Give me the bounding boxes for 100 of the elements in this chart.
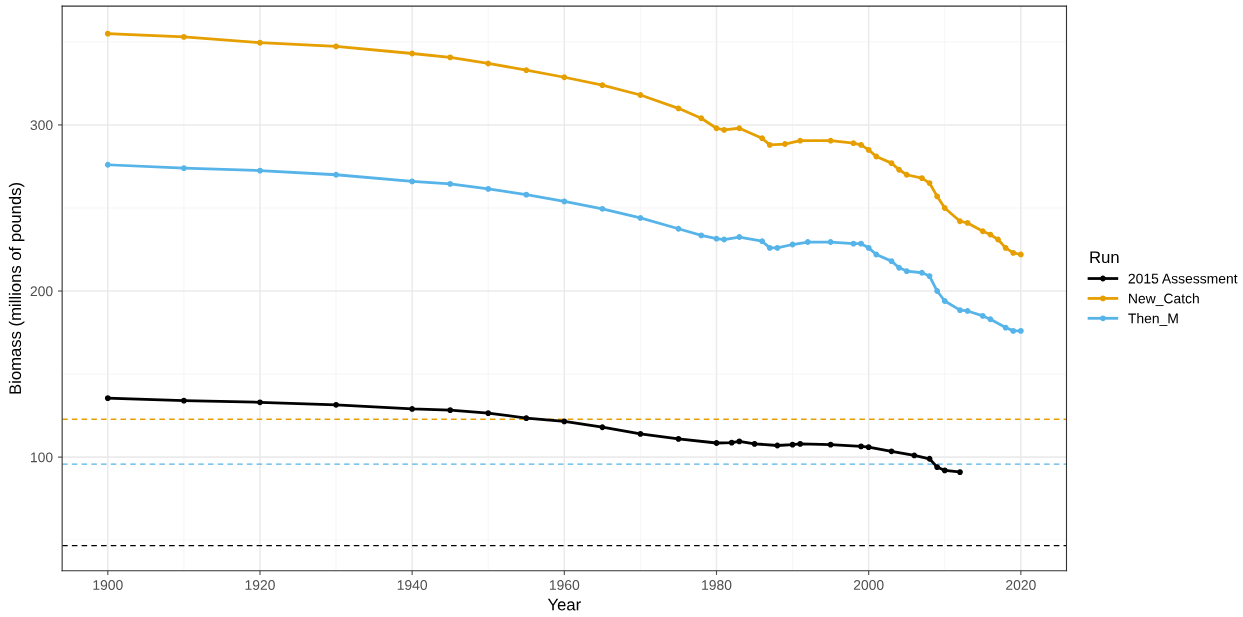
point	[257, 167, 263, 174]
point	[721, 236, 728, 243]
point	[797, 440, 804, 447]
x-tick-label: 2000	[853, 580, 884, 590]
legend-label: 2015 Assessment	[1128, 273, 1238, 284]
point	[1010, 249, 1017, 256]
point	[964, 220, 971, 226]
point	[896, 264, 903, 271]
point	[774, 442, 781, 449]
x-tick-label: 2020	[1006, 580, 1036, 590]
point	[919, 175, 925, 181]
point	[979, 228, 986, 235]
x-tick-label: 1920	[245, 580, 275, 590]
point	[447, 54, 454, 61]
x-tick-label: 1900	[93, 580, 123, 590]
point	[797, 137, 804, 144]
point	[903, 268, 910, 275]
point	[104, 395, 111, 402]
legend-title: Run	[1090, 251, 1119, 264]
point	[911, 452, 918, 459]
point	[934, 464, 941, 470]
y-tick-label: 200	[30, 286, 53, 297]
point	[941, 205, 948, 211]
point	[104, 30, 111, 37]
legend-label: Then_M	[1128, 313, 1178, 326]
y-tick-label: 100	[31, 452, 53, 463]
point	[919, 269, 925, 276]
point	[599, 424, 606, 431]
point	[736, 234, 743, 240]
point	[561, 198, 568, 205]
point	[736, 438, 743, 445]
point	[759, 238, 766, 245]
point	[523, 67, 530, 74]
point	[257, 39, 263, 46]
point	[934, 193, 941, 200]
point	[447, 407, 454, 414]
point	[599, 205, 606, 212]
point	[804, 239, 811, 245]
point	[698, 115, 705, 122]
point	[759, 135, 766, 142]
legend-label: New_Catch	[1129, 293, 1199, 307]
point	[713, 235, 720, 242]
point	[599, 82, 606, 88]
x-tick-label: 1960	[549, 580, 580, 590]
point	[865, 146, 872, 153]
point	[995, 236, 1001, 243]
point	[865, 244, 872, 251]
point	[926, 273, 933, 279]
y-axis-title: Biomass (millions of pounds)	[8, 182, 25, 394]
point	[698, 232, 705, 239]
point	[903, 171, 910, 178]
point	[523, 415, 530, 422]
point	[979, 313, 986, 319]
point	[858, 443, 864, 450]
point	[637, 430, 644, 437]
point	[934, 288, 941, 294]
point	[736, 125, 743, 132]
x-tick-label: 1940	[397, 580, 428, 590]
point	[987, 231, 994, 238]
x-tick-label: 1980	[702, 580, 732, 590]
point	[1010, 327, 1017, 334]
point	[1017, 327, 1024, 334]
point	[257, 399, 263, 406]
point	[964, 308, 971, 314]
point	[1017, 251, 1024, 258]
point	[865, 444, 872, 451]
point	[561, 74, 568, 81]
point	[888, 448, 895, 455]
point	[728, 439, 735, 446]
point	[926, 455, 933, 462]
point	[104, 161, 111, 168]
point	[675, 105, 682, 112]
point	[957, 218, 963, 225]
point	[888, 258, 895, 265]
point	[447, 180, 454, 187]
point	[873, 251, 880, 258]
point	[333, 171, 339, 178]
point	[409, 406, 416, 412]
point	[1002, 324, 1009, 331]
point	[827, 137, 834, 144]
point	[957, 307, 963, 314]
point	[873, 153, 880, 160]
point	[637, 215, 644, 221]
point	[957, 469, 963, 475]
point	[523, 191, 530, 198]
point	[858, 240, 864, 247]
point	[409, 50, 416, 57]
point	[941, 298, 948, 304]
point	[850, 240, 857, 247]
point	[180, 33, 187, 40]
point	[789, 441, 796, 448]
point	[941, 467, 948, 474]
point	[675, 225, 682, 232]
point	[827, 239, 834, 245]
point	[926, 180, 933, 186]
point	[1002, 244, 1009, 251]
point	[774, 244, 781, 251]
point	[850, 140, 857, 147]
point	[561, 418, 568, 425]
point	[333, 43, 339, 50]
